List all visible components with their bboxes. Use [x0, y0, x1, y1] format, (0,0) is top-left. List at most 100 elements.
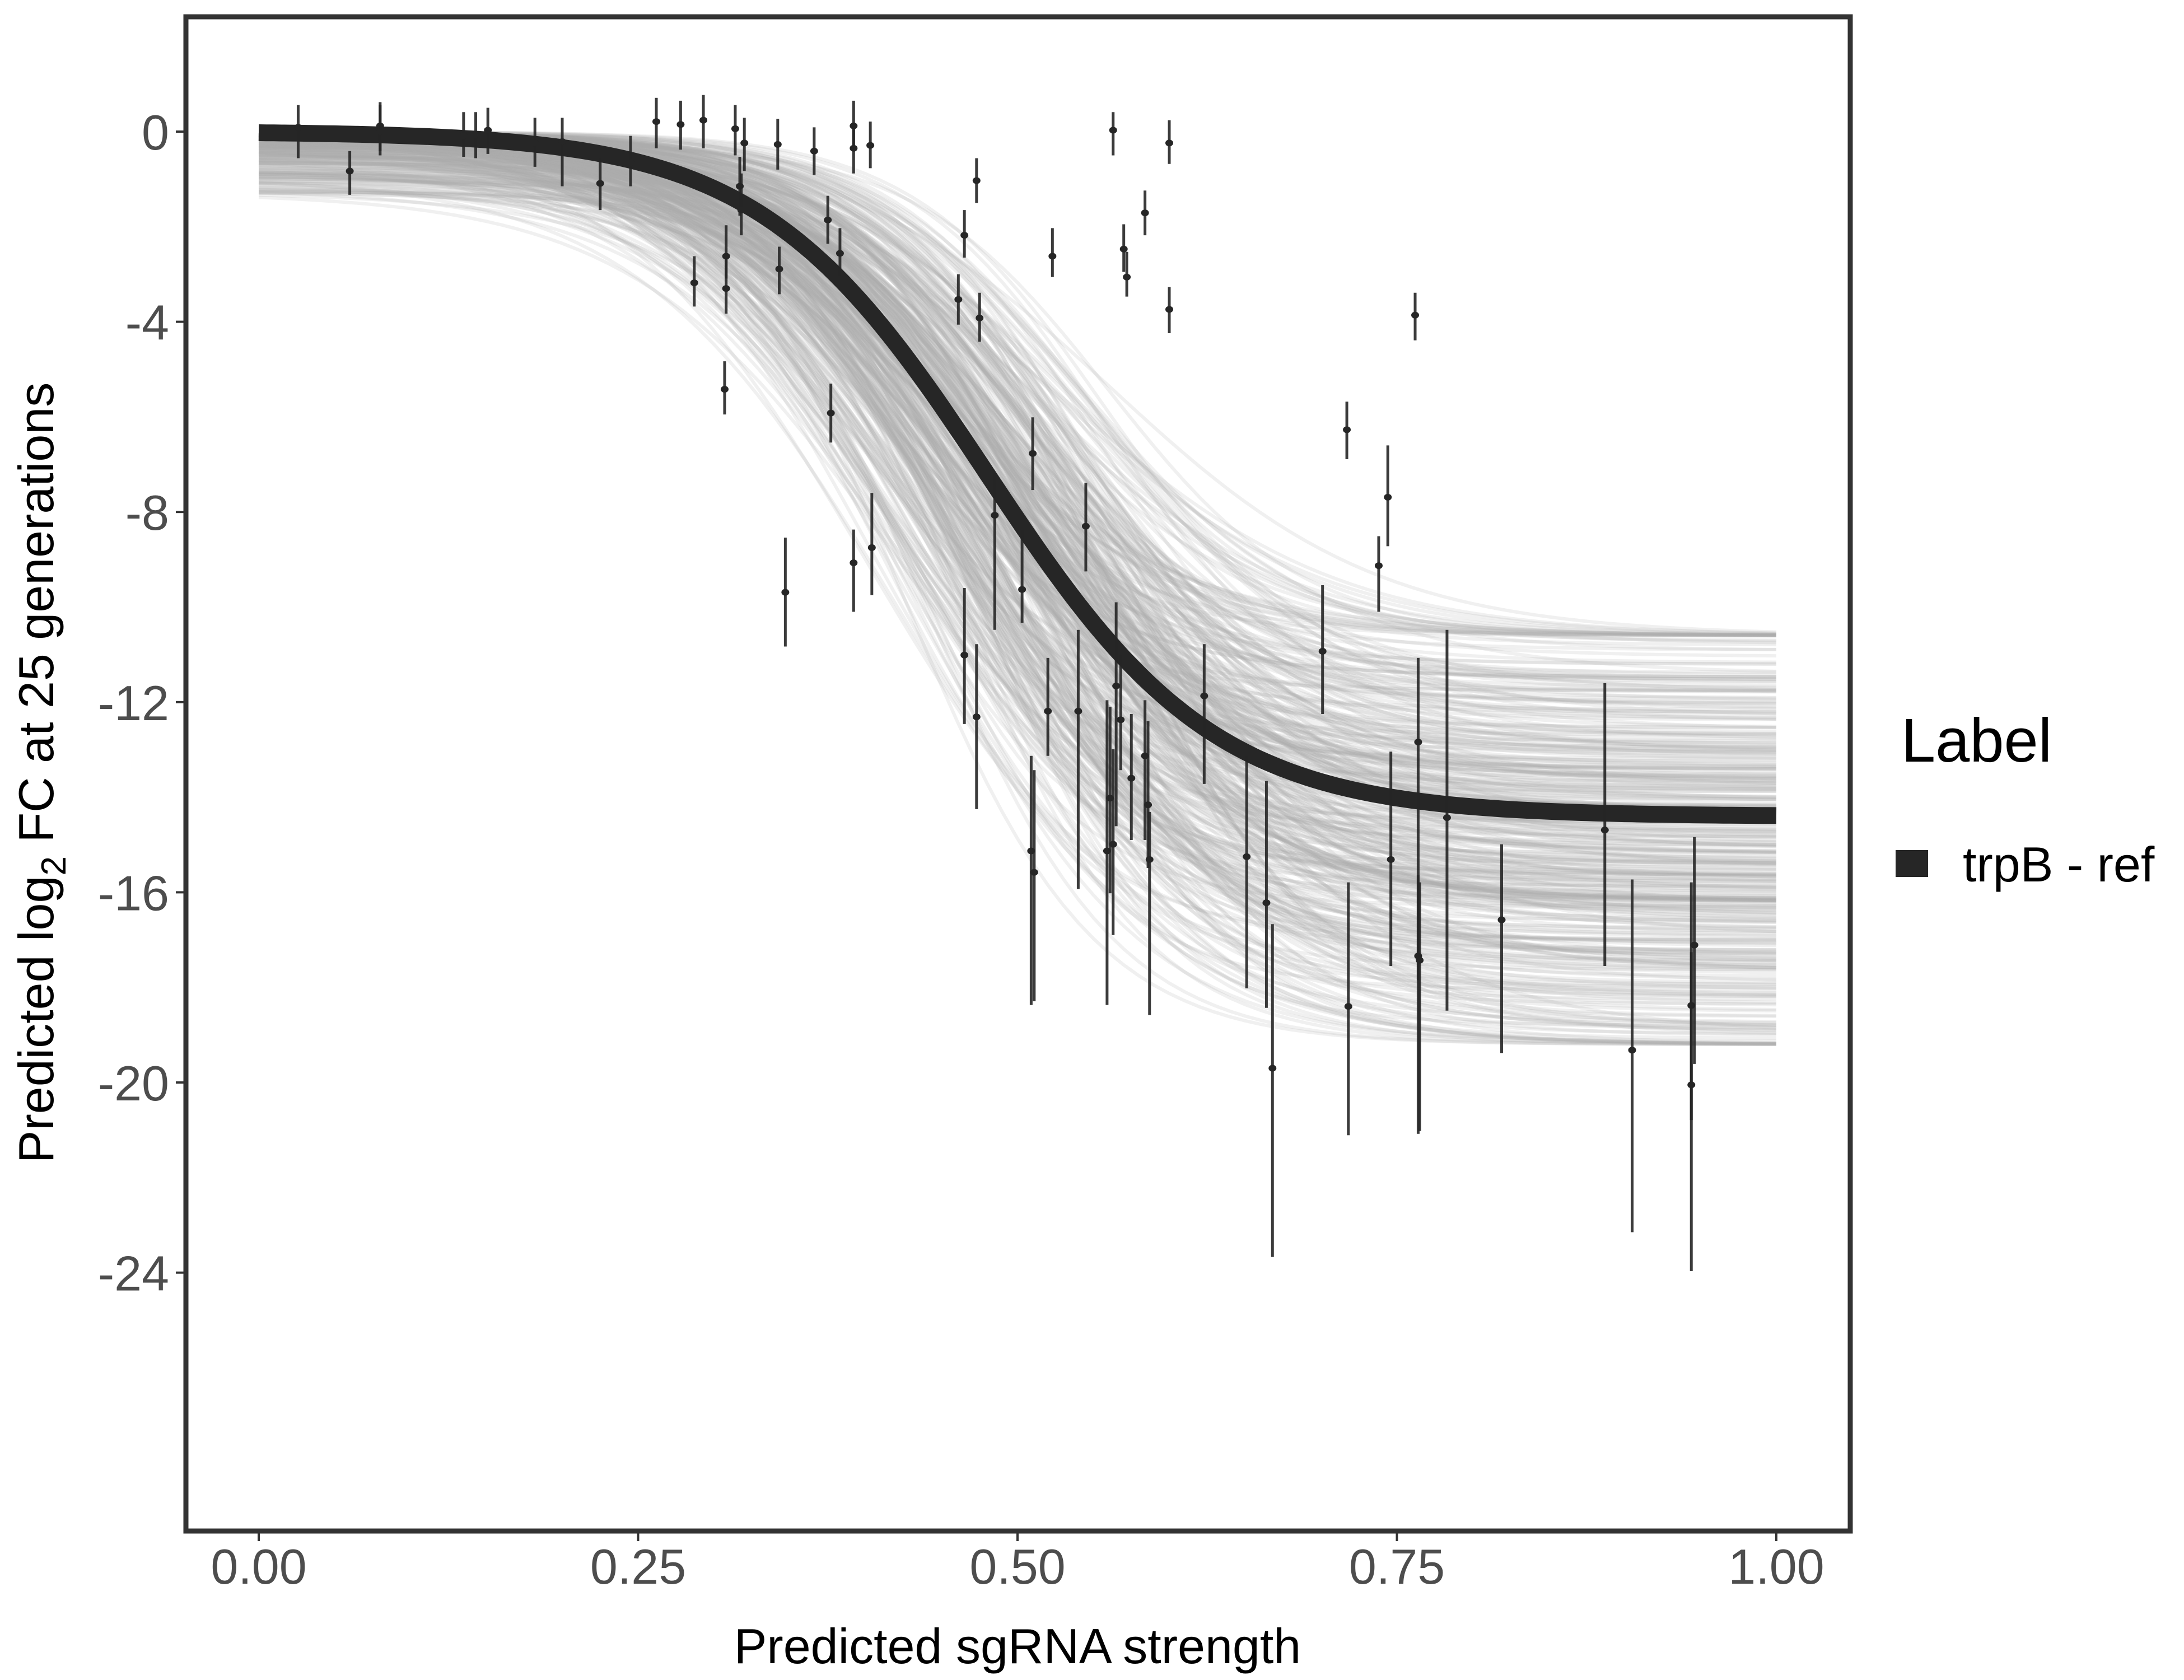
- posterior-draw-line: [258, 155, 1777, 941]
- data-point-35: [960, 210, 969, 258]
- data-point-7: [531, 118, 539, 167]
- posterior-draw-line: [258, 181, 1777, 995]
- posterior-draw-line: [258, 191, 1777, 771]
- data-point-32: [866, 122, 875, 169]
- point-marker: [1344, 1003, 1352, 1010]
- data-point-66: [1262, 781, 1271, 1008]
- point-marker: [1081, 522, 1090, 530]
- posterior-draw-line: [258, 177, 1776, 1046]
- posterior-draw-line: [258, 158, 1776, 783]
- posterior-draw-line: [258, 134, 1777, 974]
- point-marker: [781, 589, 790, 596]
- posterior-draw-line: [258, 181, 1777, 866]
- posterior-draw-line: [258, 166, 1776, 637]
- x-tick-label: 0.25: [590, 1539, 686, 1594]
- posterior-draw-line: [258, 132, 1776, 736]
- posterior-draw-line: [258, 143, 1777, 867]
- posterior-draw-line: [258, 133, 1776, 972]
- data-point-14: [690, 256, 698, 307]
- posterior-draw-line: [258, 132, 1777, 847]
- posterior-draw-line: [258, 145, 1777, 937]
- posterior-draw-line: [258, 153, 1777, 757]
- posterior-draw-line: [258, 171, 1776, 769]
- posterior-draw-line: [258, 150, 1777, 897]
- posterior-draw-line: [258, 133, 1777, 771]
- point-marker: [1262, 899, 1271, 907]
- posterior-draw-line: [258, 190, 1777, 750]
- posterior-draw-line: [258, 136, 1777, 1046]
- posterior-draw-line: [258, 133, 1776, 843]
- point-marker: [1165, 139, 1173, 147]
- posterior-draw-line: [259, 171, 1777, 785]
- posterior-draw-line: [258, 155, 1777, 828]
- data-point-68: [1318, 585, 1327, 715]
- point-marker: [690, 279, 698, 286]
- data-point-83: [1687, 952, 1696, 1272]
- posterior-draw-line: [258, 170, 1776, 824]
- posterior-draw-line: [258, 180, 1777, 900]
- posterior-draw-line: [258, 190, 1777, 637]
- x-tick-label: 0.75: [1349, 1539, 1445, 1594]
- point-marker: [1144, 801, 1152, 809]
- legend-title: Label: [1901, 706, 2052, 775]
- posterior-draw-line: [258, 164, 1777, 1027]
- data-point-53: [1112, 602, 1121, 827]
- data-point-3: [376, 105, 384, 156]
- posterior-draw-line: [258, 133, 1777, 990]
- x-tick-label: 0.00: [211, 1539, 306, 1594]
- posterior-draw-line: [258, 133, 1777, 809]
- data-point-72: [1384, 445, 1392, 547]
- data-point-64: [1200, 644, 1208, 784]
- posterior-draw-line: [258, 147, 1777, 730]
- posterior-draw-line: [258, 132, 1777, 942]
- data-point-1: [346, 151, 354, 195]
- point-marker: [1029, 450, 1037, 457]
- posterior-draw-line: [258, 151, 1777, 924]
- data-point-67: [1268, 924, 1277, 1257]
- posterior-draw-line: [258, 144, 1777, 865]
- posterior-draw-line: [258, 144, 1777, 865]
- posterior-draw-line: [258, 133, 1777, 1031]
- data-point-70: [1344, 882, 1352, 1136]
- point-marker: [722, 285, 730, 292]
- point-marker: [1414, 739, 1422, 746]
- point-marker: [850, 559, 858, 567]
- posterior-draw-line: [258, 189, 1777, 884]
- point-marker: [346, 167, 354, 175]
- posterior-draw-line: [258, 161, 1777, 853]
- plot-panel-border: [183, 14, 1853, 1534]
- posterior-draw-line: [258, 144, 1777, 890]
- posterior-draw-line: [258, 191, 1776, 864]
- data-point-41: [1018, 529, 1026, 623]
- posterior-draw-line: [258, 148, 1777, 1030]
- posterior-draw-line: [258, 180, 1777, 643]
- data-point-54: [1117, 655, 1125, 771]
- posterior-draw-line: [258, 144, 1777, 636]
- posterior-draw-line: [258, 171, 1777, 781]
- posterior-draw-line: [258, 152, 1777, 754]
- point-marker: [824, 216, 832, 223]
- posterior-draw-line: [258, 163, 1777, 878]
- posterior-draw-line: [258, 144, 1777, 764]
- point-marker: [1497, 916, 1506, 923]
- posterior-draw-line: [258, 151, 1777, 908]
- posterior-draw-line: [258, 190, 1777, 1046]
- posterior-draw-line: [258, 162, 1777, 681]
- data-point-47: [1074, 629, 1082, 889]
- posterior-draw-line: [258, 133, 1777, 642]
- posterior-draw-line: [258, 133, 1777, 951]
- posterior-draw-line: [258, 134, 1776, 883]
- x-axis-title: Predicted sgRNA strength: [734, 1618, 1301, 1674]
- posterior-draw-line: [258, 134, 1777, 876]
- data-point-84: [1690, 837, 1698, 1064]
- posterior-draw-line: [258, 161, 1777, 917]
- point-marker: [459, 132, 468, 139]
- posterior-draw-line: [258, 139, 1777, 674]
- posterior-draw-line: [258, 134, 1776, 839]
- data-point-22: [773, 119, 782, 170]
- posterior-draw-line: [259, 130, 1777, 729]
- posterior-draw-line: [258, 169, 1777, 1018]
- data-point-60: [1144, 721, 1152, 869]
- point-marker: [1600, 827, 1609, 834]
- point-marker: [1628, 1047, 1636, 1054]
